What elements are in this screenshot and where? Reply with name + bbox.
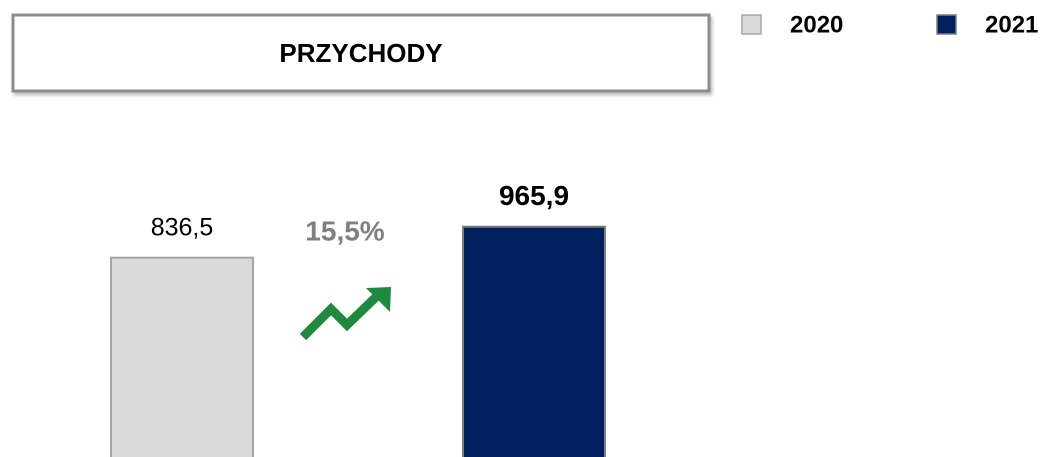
bar: [462, 225, 606, 457]
value-label: 836,5: [151, 213, 214, 241]
legend-swatch: [936, 14, 957, 35]
bar: [110, 256, 254, 457]
arrow-head: [366, 287, 391, 312]
chart-title: PRZYCHODY: [279, 38, 442, 68]
arrow-line: [299, 293, 380, 341]
legend-label: 2020: [790, 11, 843, 38]
legend-swatch: [741, 14, 762, 35]
growth-annotation: 15,5%: [305, 215, 384, 246]
value-label: 965,9: [499, 180, 569, 211]
trend-arrow: [299, 287, 391, 341]
legend-label: 2021: [985, 11, 1038, 38]
title-box: [11, 13, 711, 93]
